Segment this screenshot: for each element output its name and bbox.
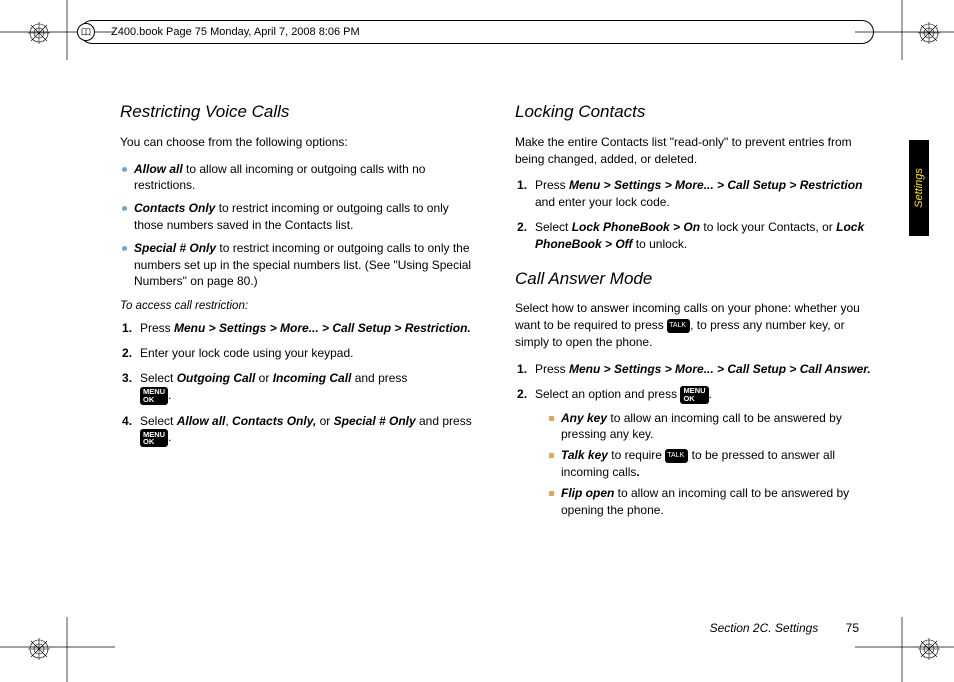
header-book-icon bbox=[77, 23, 95, 41]
heading-answer: Call Answer Mode bbox=[515, 267, 874, 291]
page-header: Z400.book Page 75 Monday, April 7, 2008 … bbox=[80, 20, 874, 44]
menu-ok-key-icon: MENUOK bbox=[680, 386, 708, 404]
registration-icon bbox=[918, 638, 940, 660]
answer-options: Any key to allow an incoming call to be … bbox=[535, 410, 874, 519]
registration-icon bbox=[28, 638, 50, 660]
list-item: Flip open to allow an incoming call to b… bbox=[535, 485, 874, 519]
step: Select Outgoing Call or Incoming Call an… bbox=[120, 370, 479, 405]
list-item: Talk key to require TALK to be pressed t… bbox=[535, 447, 874, 481]
left-column: Restricting Voice Calls You can choose f… bbox=[120, 100, 479, 622]
menu-ok-key-icon: MENUOK bbox=[140, 429, 168, 447]
side-tab-label: Settings bbox=[913, 168, 925, 208]
answer-steps: Press Menu > Settings > More... > Call S… bbox=[515, 361, 874, 519]
registration-icon bbox=[918, 22, 940, 44]
step: Press Menu > Settings > More... > Call S… bbox=[515, 177, 874, 211]
right-column: Locking Contacts Make the entire Contact… bbox=[515, 100, 874, 622]
steps-list: Press Menu > Settings > More... > Call S… bbox=[120, 320, 479, 447]
step: Select Lock PhoneBook > On to lock your … bbox=[515, 219, 874, 253]
step: Select Allow all, Contacts Only, or Spec… bbox=[120, 413, 479, 448]
heading-locking: Locking Contacts bbox=[515, 100, 874, 124]
page-number: 75 bbox=[846, 621, 859, 635]
footer-section: Section 2C. Settings bbox=[710, 621, 819, 635]
menu-ok-key-icon: MENUOK bbox=[140, 387, 168, 405]
step: Enter your lock code using your keypad. bbox=[120, 345, 479, 362]
page-footer: Section 2C. Settings 75 bbox=[710, 621, 859, 635]
registration-icon bbox=[28, 22, 50, 44]
answer-intro: Select how to answer incoming calls on y… bbox=[515, 300, 874, 350]
list-item: Allow all to allow all incoming or outgo… bbox=[120, 161, 479, 195]
access-label: To access call restriction: bbox=[120, 298, 479, 314]
options-list: Allow all to allow all incoming or outgo… bbox=[120, 161, 479, 291]
page-header-text: Z400.book Page 75 Monday, April 7, 2008 … bbox=[111, 26, 360, 38]
list-item: Any key to allow an incoming call to be … bbox=[535, 410, 874, 444]
talk-key-icon: TALK bbox=[667, 319, 690, 333]
intro-text: You can choose from the following option… bbox=[120, 134, 479, 151]
locking-intro: Make the entire Contacts list "read-only… bbox=[515, 134, 874, 168]
locking-steps: Press Menu > Settings > More... > Call S… bbox=[515, 177, 874, 252]
list-item: Contacts Only to restrict incoming or ou… bbox=[120, 200, 479, 234]
side-tab: Settings bbox=[909, 140, 929, 236]
talk-key-icon: TALK bbox=[665, 449, 688, 463]
heading-restricting: Restricting Voice Calls bbox=[120, 100, 479, 124]
step: Press Menu > Settings > More... > Call S… bbox=[515, 361, 874, 378]
step: Press Menu > Settings > More... > Call S… bbox=[120, 320, 479, 337]
list-item: Special # Only to restrict incoming or o… bbox=[120, 240, 479, 290]
step: Select an option and press MENUOK. Any k… bbox=[515, 386, 874, 519]
content: Restricting Voice Calls You can choose f… bbox=[120, 100, 874, 622]
